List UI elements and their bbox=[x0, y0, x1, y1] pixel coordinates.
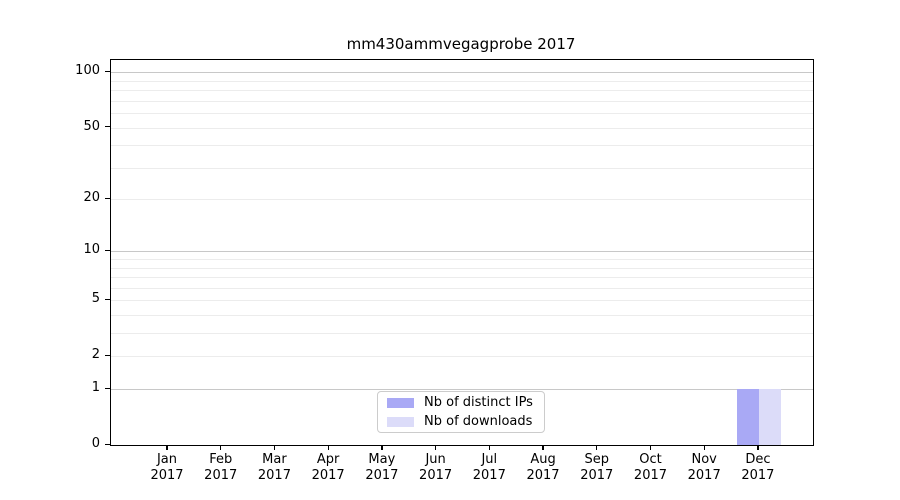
y-tick-mark bbox=[105, 70, 110, 73]
x-tick-label-oct: Oct 2017 bbox=[634, 452, 667, 484]
x-tick-label-aug: Aug 2017 bbox=[526, 452, 559, 484]
y-tick-mark bbox=[105, 443, 110, 445]
gridline-y-5 bbox=[111, 300, 813, 302]
y-tick-mark bbox=[105, 354, 110, 357]
y-tick-mark bbox=[105, 197, 110, 199]
x-tick-label-dec: Dec 2017 bbox=[741, 452, 774, 484]
gridline-y-100 bbox=[111, 72, 813, 74]
x-tick-year: 2017 bbox=[419, 468, 453, 483]
gridline-y-20 bbox=[111, 199, 813, 201]
x-tick-year: 2017 bbox=[311, 468, 345, 483]
y-tick-label-1: 1 bbox=[91, 380, 100, 396]
x-tick-year: 2017 bbox=[633, 468, 668, 483]
legend: Nb of distinct IPs Nb of downloads bbox=[377, 391, 545, 433]
y-tick-label-2: 2 bbox=[91, 347, 100, 363]
y-tick-mark bbox=[105, 249, 110, 252]
x-tick-mark bbox=[542, 445, 544, 451]
gridline-y-90 bbox=[111, 80, 813, 82]
x-tick-mark bbox=[488, 445, 491, 451]
y-tick-mark bbox=[105, 126, 110, 128]
x-tick-year: 2017 bbox=[150, 468, 184, 483]
x-tick-month: Feb bbox=[209, 452, 233, 467]
x-tick-month: Jul bbox=[481, 452, 498, 467]
x-tick-year: 2017 bbox=[580, 468, 614, 483]
gridline-y-60 bbox=[111, 113, 813, 115]
legend-label-distinct-ips: Nb of distinct IPs bbox=[424, 395, 533, 410]
x-tick-label-feb: Feb 2017 bbox=[204, 452, 237, 484]
x-tick-month: Nov bbox=[691, 452, 717, 467]
x-tick-year: 2017 bbox=[365, 468, 399, 483]
y-tick-label-5: 5 bbox=[91, 291, 100, 307]
x-tick-label-may: May 2017 bbox=[365, 452, 398, 484]
x-tick-mark bbox=[273, 445, 276, 451]
bar-dec-distinct-ips bbox=[737, 389, 759, 445]
x-tick-mark bbox=[327, 445, 329, 451]
gridline-y-9 bbox=[111, 259, 813, 261]
x-tick-label-nov: Nov 2017 bbox=[688, 452, 721, 484]
gridline-y-4 bbox=[111, 315, 813, 317]
x-tick-year: 2017 bbox=[472, 468, 506, 483]
x-tick-year: 2017 bbox=[526, 468, 560, 483]
x-tick-month: Apr bbox=[316, 452, 340, 467]
gridline-y-2 bbox=[111, 356, 813, 358]
y-tick-label-100: 100 bbox=[75, 63, 100, 79]
legend-item-downloads: Nb of downloads bbox=[387, 414, 544, 430]
x-tick-mark bbox=[703, 445, 705, 451]
x-tick-mark bbox=[757, 445, 759, 451]
gridline-y-7 bbox=[111, 277, 813, 279]
x-tick-label-jul: Jul 2017 bbox=[473, 452, 506, 484]
gridline-y-6 bbox=[111, 287, 813, 289]
x-tick-year: 2017 bbox=[741, 468, 775, 483]
bar-dec-downloads bbox=[758, 389, 781, 445]
gridline-y-1 bbox=[111, 389, 813, 391]
x-tick-month: Jan bbox=[156, 452, 178, 467]
x-tick-month: Sep bbox=[584, 452, 609, 467]
y-tick-label-0: 0 bbox=[91, 436, 100, 451]
y-tick-label-20: 20 bbox=[83, 190, 100, 206]
x-tick-mark bbox=[649, 445, 652, 451]
x-tick-year: 2017 bbox=[204, 468, 238, 483]
y-tick-mark bbox=[105, 298, 110, 301]
x-tick-month: Aug bbox=[530, 452, 556, 467]
x-tick-month: Mar bbox=[262, 452, 287, 467]
gridline-y-80 bbox=[111, 90, 813, 92]
legend-swatch-distinct-ips-icon bbox=[387, 397, 414, 408]
x-tick-month: May bbox=[368, 452, 396, 467]
y-tick-mark bbox=[105, 387, 110, 389]
x-tick-label-sep: Sep 2017 bbox=[580, 452, 613, 484]
x-tick-month: Oct bbox=[639, 452, 662, 467]
x-tick-month: Jun bbox=[425, 452, 446, 467]
x-tick-mark bbox=[596, 445, 598, 451]
gridline-y-70 bbox=[111, 100, 813, 102]
x-tick-year: 2017 bbox=[257, 468, 291, 483]
gridline-y-50 bbox=[111, 127, 813, 129]
x-tick-mark bbox=[435, 445, 437, 451]
x-tick-mark bbox=[381, 445, 383, 451]
x-tick-label-mar: Mar 2017 bbox=[258, 452, 291, 484]
gridline-y-40 bbox=[111, 145, 813, 147]
x-tick-mark bbox=[220, 445, 222, 451]
gridline-y-3 bbox=[111, 333, 813, 335]
x-tick-label-jan: Jan 2017 bbox=[150, 452, 183, 484]
legend-item-distinct-ips: Nb of distinct IPs bbox=[387, 395, 544, 411]
gridline-y-8 bbox=[111, 267, 813, 269]
plot-area bbox=[110, 59, 814, 446]
x-tick-mark bbox=[166, 445, 168, 451]
gridline-y-30 bbox=[111, 167, 813, 169]
chart-title: mm430ammvegagprobe 2017 bbox=[346, 35, 576, 53]
legend-label-downloads: Nb of downloads bbox=[424, 414, 533, 429]
x-tick-label-jun: Jun 2017 bbox=[419, 452, 452, 484]
x-tick-year: 2017 bbox=[687, 468, 721, 483]
x-tick-label-apr: Apr 2017 bbox=[312, 452, 345, 484]
legend-swatch-downloads-icon bbox=[387, 416, 414, 427]
gridline-y-10 bbox=[111, 251, 813, 253]
y-tick-label-10: 10 bbox=[83, 242, 100, 258]
x-tick-month: Dec bbox=[745, 452, 771, 467]
y-tick-label-50: 50 bbox=[83, 118, 100, 134]
